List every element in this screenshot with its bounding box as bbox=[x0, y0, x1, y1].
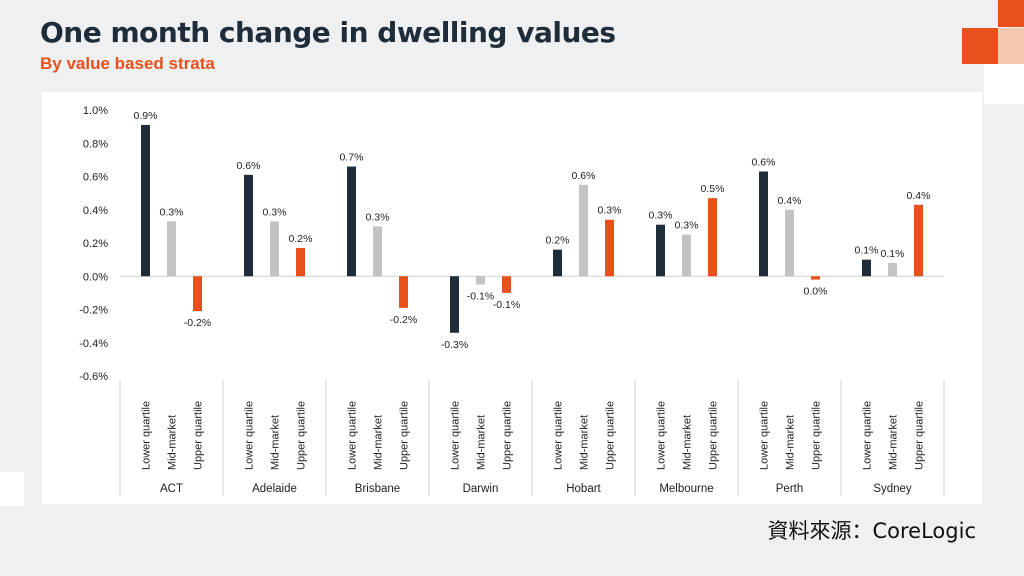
x-subcategory-label: Lower quartile bbox=[244, 401, 256, 470]
deco-square-light bbox=[998, 28, 1024, 64]
x-subcategory-label: Lower quartile bbox=[759, 401, 771, 470]
x-subcategory-label: Lower quartile bbox=[862, 401, 874, 470]
data-label: -0.2% bbox=[184, 317, 211, 329]
y-tick-label: 1.0% bbox=[83, 105, 108, 117]
bar bbox=[785, 209, 794, 277]
y-tick-label: -0.6% bbox=[79, 371, 108, 383]
data-label: 0.3% bbox=[263, 206, 287, 218]
x-subcategory-label: Mid-market bbox=[579, 415, 591, 470]
deco-square-mid-right bbox=[962, 28, 998, 64]
data-label: 0.5% bbox=[701, 183, 725, 195]
y-tick-label: 0.4% bbox=[83, 205, 108, 217]
deco-square-white-left bbox=[0, 472, 24, 506]
data-label: -0.3% bbox=[441, 339, 468, 351]
bar bbox=[811, 276, 820, 280]
deco-square-white-right bbox=[984, 64, 1024, 104]
y-tick-label: -0.2% bbox=[79, 305, 108, 317]
bar bbox=[579, 184, 588, 277]
x-subcategory-label: Upper quartile bbox=[502, 401, 514, 470]
data-label: 0.2% bbox=[546, 235, 570, 247]
bar bbox=[167, 221, 176, 277]
y-tick-label: 0.0% bbox=[83, 271, 108, 283]
x-subcategory-label: Upper quartile bbox=[914, 401, 926, 470]
x-subcategory-label: Lower quartile bbox=[656, 401, 668, 470]
x-subcategory-label: Mid-market bbox=[476, 415, 488, 470]
x-group-label: Brisbane bbox=[355, 483, 400, 495]
x-subcategory-label: Upper quartile bbox=[708, 401, 720, 470]
x-subcategory-label: Mid-market bbox=[270, 415, 282, 470]
data-label: 0.6% bbox=[572, 170, 596, 182]
x-group-label: Melbourne bbox=[659, 483, 713, 495]
bar bbox=[476, 276, 485, 285]
bar bbox=[759, 171, 768, 277]
x-subcategory-label: Upper quartile bbox=[605, 401, 617, 470]
bar-chart: 1.0% 0.8% 0.6% 0.4% 0.2% 0.0% -0.2% -0.4% -0.6% 0… bbox=[79, 105, 945, 496]
data-label: 0.3% bbox=[366, 211, 390, 223]
deco-square-top-right bbox=[998, 0, 1024, 27]
data-label: 0.3% bbox=[160, 206, 184, 218]
data-label: 0.6% bbox=[237, 160, 261, 172]
data-label: -0.1% bbox=[493, 299, 520, 311]
bar bbox=[605, 219, 614, 277]
bar bbox=[244, 174, 253, 277]
bar bbox=[450, 276, 459, 333]
y-tick-label: -0.4% bbox=[79, 338, 108, 350]
bar bbox=[296, 247, 305, 277]
bar bbox=[862, 259, 871, 277]
y-tick-label: 0.8% bbox=[83, 138, 108, 150]
data-label: 0.3% bbox=[598, 205, 622, 217]
data-label: 0.4% bbox=[907, 190, 931, 202]
bar bbox=[656, 224, 665, 277]
x-subcategory-label: Lower quartile bbox=[553, 401, 565, 470]
chart-title: One month change in dwelling values bbox=[40, 16, 616, 49]
bar bbox=[193, 276, 202, 312]
data-label: 0.2% bbox=[289, 233, 313, 245]
bar bbox=[141, 124, 150, 277]
data-label: 0.7% bbox=[340, 152, 364, 164]
data-label: 0.0% bbox=[804, 286, 828, 298]
bar bbox=[914, 204, 923, 277]
bar bbox=[708, 198, 717, 277]
bar bbox=[270, 221, 279, 277]
data-label: 0.1% bbox=[855, 245, 879, 257]
data-label: 0.1% bbox=[881, 248, 905, 260]
bar bbox=[888, 262, 897, 277]
x-subcategory-label: Lower quartile bbox=[141, 401, 153, 470]
data-label: 0.3% bbox=[675, 220, 699, 232]
data-label: 0.6% bbox=[752, 157, 776, 169]
data-label: 0.3% bbox=[649, 210, 673, 222]
y-tick-label: 0.2% bbox=[83, 238, 108, 250]
x-group-label: Adelaide bbox=[252, 483, 297, 495]
x-group-label: ACT bbox=[160, 483, 183, 495]
x-group-label: Sydney bbox=[873, 483, 912, 495]
x-subcategory-label: Upper quartile bbox=[399, 401, 411, 470]
x-subcategory-label: Upper quartile bbox=[811, 401, 823, 470]
bar bbox=[682, 234, 691, 277]
data-label: 0.9% bbox=[134, 110, 158, 122]
x-subcategory-label: Mid-market bbox=[167, 415, 179, 470]
x-subcategory-label: Mid-market bbox=[373, 415, 385, 470]
source-note: 資料來源：CoreLogic bbox=[767, 519, 977, 543]
x-subcategory-label: Lower quartile bbox=[347, 401, 359, 470]
x-group-label: Darwin bbox=[463, 483, 499, 495]
y-tick-label: 0.6% bbox=[83, 172, 108, 184]
x-subcategory-label: Upper quartile bbox=[193, 401, 205, 470]
bar bbox=[373, 226, 382, 277]
bar bbox=[553, 249, 562, 277]
data-label: 0.4% bbox=[778, 195, 802, 207]
bar bbox=[502, 276, 511, 293]
data-label: -0.1% bbox=[467, 291, 494, 303]
chart-subtitle: By value based strata bbox=[40, 54, 215, 73]
chart-panel: 1.0% 0.8% 0.6% 0.4% 0.2% 0.0% -0.2% -0.4% -0.6% 0… bbox=[42, 92, 982, 504]
x-subcategory-label: Mid-market bbox=[785, 415, 797, 470]
x-subcategory-label: Mid-market bbox=[682, 415, 694, 470]
data-label: -0.2% bbox=[390, 314, 417, 326]
x-subcategory-label: Upper quartile bbox=[296, 401, 308, 470]
x-group-label: Hobart bbox=[566, 483, 601, 495]
bar bbox=[399, 276, 408, 308]
x-subcategory-label: Lower quartile bbox=[450, 401, 462, 470]
x-group-label: Perth bbox=[776, 483, 804, 495]
x-subcategory-label: Mid-market bbox=[888, 415, 900, 470]
bar bbox=[347, 166, 356, 277]
